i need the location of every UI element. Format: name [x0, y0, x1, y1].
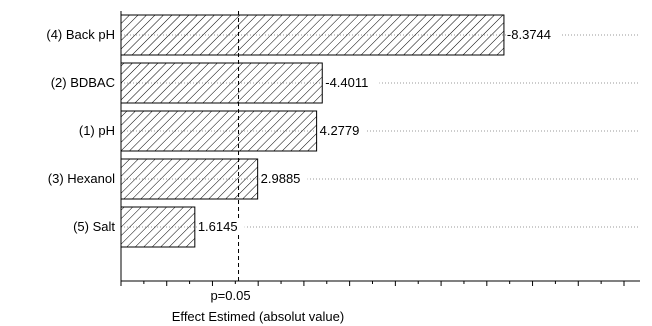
value-label-bg	[259, 170, 308, 186]
value-labels: -8.3744 -4.4011 4.2779 2.9885 1.6145	[196, 26, 562, 234]
bar	[120, 62, 323, 104]
value-label: 2.9885	[261, 171, 301, 186]
bar	[120, 110, 318, 152]
value-label: 4.2779	[320, 123, 360, 138]
value-label-bg	[324, 74, 380, 90]
value-label-bg	[505, 26, 562, 42]
value-label-bg	[318, 122, 367, 138]
category-label: (1) pH	[79, 123, 115, 138]
value-label: -8.3744	[507, 27, 551, 42]
x-axis-title: Effect Estimed (absolut value)	[172, 309, 344, 324]
bar	[120, 206, 196, 248]
bar	[120, 158, 259, 200]
category-labels: (4) Back pH (2) BDBAC (1) pH (3) Hexanol (5)…	[46, 27, 115, 234]
category-label: (5) Salt	[73, 219, 115, 234]
category-label: (2) BDBAC	[51, 75, 115, 90]
value-label: 1.6145	[198, 219, 238, 234]
category-label: (3) Hexanol	[48, 171, 115, 186]
bar	[120, 14, 505, 56]
bars	[120, 14, 505, 248]
value-label-bg	[196, 218, 245, 234]
value-label: -4.4011	[325, 75, 368, 90]
x-axis-ticks	[120, 281, 625, 286]
category-label: (4) Back pH	[46, 27, 115, 42]
significance-label: p=0.05	[210, 288, 250, 303]
